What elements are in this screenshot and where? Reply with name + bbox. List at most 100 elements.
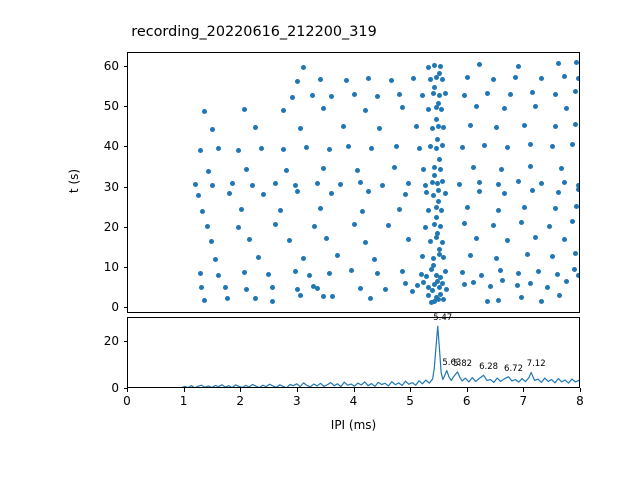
- scatter-point: [377, 126, 383, 132]
- peak-label: 6.28: [479, 362, 499, 373]
- scatter-point: [438, 291, 444, 297]
- scatter-point: [442, 191, 448, 197]
- scatter-point: [519, 220, 525, 226]
- x-tick-label: 8: [576, 394, 584, 408]
- scatter-point: [196, 193, 202, 199]
- scatter-point: [459, 269, 465, 275]
- scatter-point: [385, 223, 391, 229]
- y-tick-label: 40: [103, 139, 119, 154]
- scatter-point: [434, 145, 440, 151]
- scatter-point: [470, 279, 476, 285]
- peak-label: 7.12: [526, 359, 546, 370]
- scatter-point: [241, 106, 247, 112]
- scatter-point: [250, 182, 256, 188]
- scatter-point: [558, 165, 564, 171]
- scatter-point: [555, 190, 561, 196]
- scatter-point: [200, 209, 206, 215]
- scatter-point: [575, 187, 579, 193]
- scatter-point: [269, 285, 275, 290]
- scatter-point: [424, 274, 430, 280]
- scatter-point: [298, 125, 304, 131]
- scatter-point: [326, 270, 332, 276]
- y-tick-label: 0: [111, 299, 119, 314]
- scatter-point: [346, 144, 352, 150]
- scatter-point: [570, 219, 575, 225]
- scatter-point: [429, 267, 434, 273]
- scatter-point: [230, 181, 236, 187]
- scatter-point: [470, 164, 476, 170]
- scatter-point: [292, 269, 298, 275]
- scatter-point: [530, 187, 536, 193]
- scatter-point: [281, 107, 287, 113]
- scatter-point: [482, 142, 488, 148]
- scatter-point: [425, 292, 431, 298]
- scatter-point: [498, 267, 504, 273]
- y-tick-label: 0: [111, 381, 119, 395]
- scatter-point: [354, 167, 360, 173]
- scatter-point: [561, 179, 567, 185]
- scatter-point: [459, 145, 465, 151]
- scatter-point: [374, 94, 380, 100]
- scatter-point: [216, 146, 222, 152]
- scatter-point: [269, 298, 275, 304]
- scatter-point: [405, 237, 411, 243]
- scatter-point: [538, 299, 544, 305]
- scatter-point: [527, 164, 533, 170]
- scatter-point: [366, 189, 372, 195]
- scatter-point: [201, 108, 207, 114]
- scatter-point: [439, 106, 445, 112]
- scatter-point: [425, 107, 431, 113]
- scatter-point: [343, 77, 349, 83]
- scatter-point: [504, 144, 510, 150]
- scatter-point: [553, 91, 559, 97]
- histogram-line: [181, 325, 579, 387]
- scatter-point: [315, 180, 321, 186]
- y-tick-label: 20: [103, 219, 119, 234]
- scatter-point: [436, 284, 442, 290]
- scatter-point: [499, 166, 505, 172]
- scatter-point: [425, 65, 431, 71]
- scatter-point: [326, 146, 332, 152]
- scatter-point: [487, 284, 493, 290]
- scatter-point: [436, 70, 442, 76]
- scatter-point: [360, 208, 366, 214]
- scatter-point: [367, 295, 373, 301]
- scatter-point: [438, 274, 444, 280]
- y-tick-mark: [123, 266, 127, 268]
- scatter-point: [272, 222, 278, 228]
- scatter-point: [301, 256, 307, 262]
- scatter-point: [556, 293, 562, 299]
- scatter-point: [493, 255, 499, 261]
- scatter-point: [515, 283, 521, 289]
- scatter-point: [561, 74, 567, 80]
- scatter-point: [429, 300, 434, 306]
- scatter-point: [199, 284, 205, 290]
- scatter-point: [295, 189, 301, 195]
- x-tick-mark: [183, 388, 185, 392]
- scatter-point: [493, 124, 499, 130]
- scatter-point: [572, 122, 578, 128]
- scatter-point: [570, 142, 575, 148]
- scatter-point: [216, 273, 222, 279]
- scatter-point: [428, 143, 434, 149]
- scatter-point: [330, 293, 336, 299]
- scatter-point: [204, 223, 210, 229]
- scatter-point: [435, 199, 441, 205]
- scatter-point: [433, 116, 439, 122]
- scatter-point: [572, 89, 578, 95]
- scatter-point: [432, 282, 438, 288]
- scatter-point: [434, 136, 440, 142]
- scatter-point: [476, 62, 482, 68]
- scatter-point: [258, 145, 264, 151]
- scatter-point: [530, 90, 536, 96]
- scatter-point: [405, 181, 411, 186]
- scatter-point: [419, 93, 425, 99]
- scatter-point: [496, 298, 502, 304]
- scatter-point: [516, 270, 522, 276]
- scatter-point: [340, 123, 346, 129]
- y-tick-mark: [123, 66, 127, 68]
- scatter-point: [402, 281, 408, 287]
- scatter-point: [575, 75, 579, 81]
- scatter-point: [357, 286, 363, 292]
